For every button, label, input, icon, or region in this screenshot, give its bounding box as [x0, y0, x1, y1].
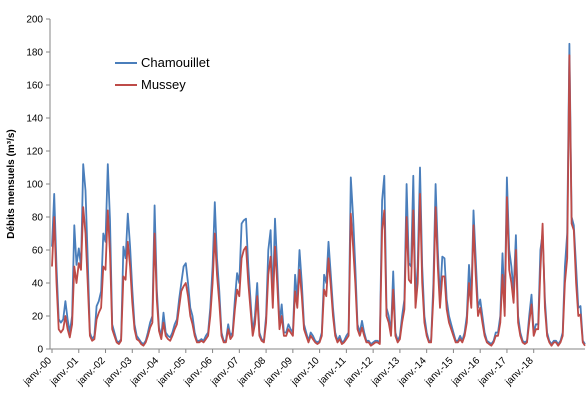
x-tick-label: janv.-03 — [101, 355, 134, 388]
legend-label-mussey: Mussey — [141, 77, 186, 92]
y-tick-label: 160 — [26, 81, 43, 92]
y-tick-label: 200 — [26, 15, 43, 26]
y-tick-label: 40 — [32, 279, 44, 290]
x-tick-label: janv.-12 — [342, 355, 375, 388]
x-tick-label: janv.-00 — [21, 355, 54, 388]
y-tick-label: 100 — [26, 180, 43, 191]
x-tick-label: janv.-01 — [48, 355, 81, 388]
x-tick-label: janv.-16 — [449, 355, 482, 388]
x-tick-label: janv.-17 — [476, 355, 509, 388]
x-tick-label: janv.-10 — [289, 355, 322, 388]
x-tick-label: janv.-13 — [369, 355, 402, 388]
x-tick-label: janv.-14 — [396, 355, 429, 388]
x-tick-label: janv.-15 — [422, 355, 455, 388]
legend-label-chamouillet: Chamouillet — [141, 55, 210, 70]
y-tick-label: 0 — [37, 345, 43, 356]
x-tick-label: janv.-08 — [235, 355, 268, 388]
legend: Chamouillet Mussey — [115, 55, 210, 92]
y-tick-label: 60 — [32, 246, 44, 257]
y-tick-label: 120 — [26, 147, 43, 158]
y-tick-label: 180 — [26, 48, 43, 59]
y-tick-label: 80 — [32, 213, 44, 224]
x-tick-label: janv.-02 — [75, 355, 108, 388]
x-tick-label: janv.-04 — [128, 355, 161, 388]
y-axis-label: Débits mensuels (m³/s) — [6, 129, 17, 238]
x-tick-label: janv.-06 — [182, 355, 215, 388]
x-tick-label: janv.-18 — [503, 355, 536, 388]
y-tick-label: 20 — [32, 312, 44, 323]
x-tick-label: janv.-07 — [208, 355, 241, 388]
y-tick-label: 140 — [26, 114, 43, 125]
plot-area — [51, 42, 586, 347]
x-axis: janv.-00janv.-01janv.-02janv.-03janv.-04… — [21, 348, 585, 388]
series-line-mussey — [51, 54, 586, 347]
x-tick-label: janv.-05 — [155, 355, 188, 388]
series-line-chamouillet — [51, 42, 586, 346]
y-axis: 0 20 40 60 80 100 120 140 160 180 200 — [26, 15, 51, 356]
x-tick-label: janv.-09 — [262, 355, 295, 388]
x-tick-label: janv.-11 — [316, 355, 349, 388]
